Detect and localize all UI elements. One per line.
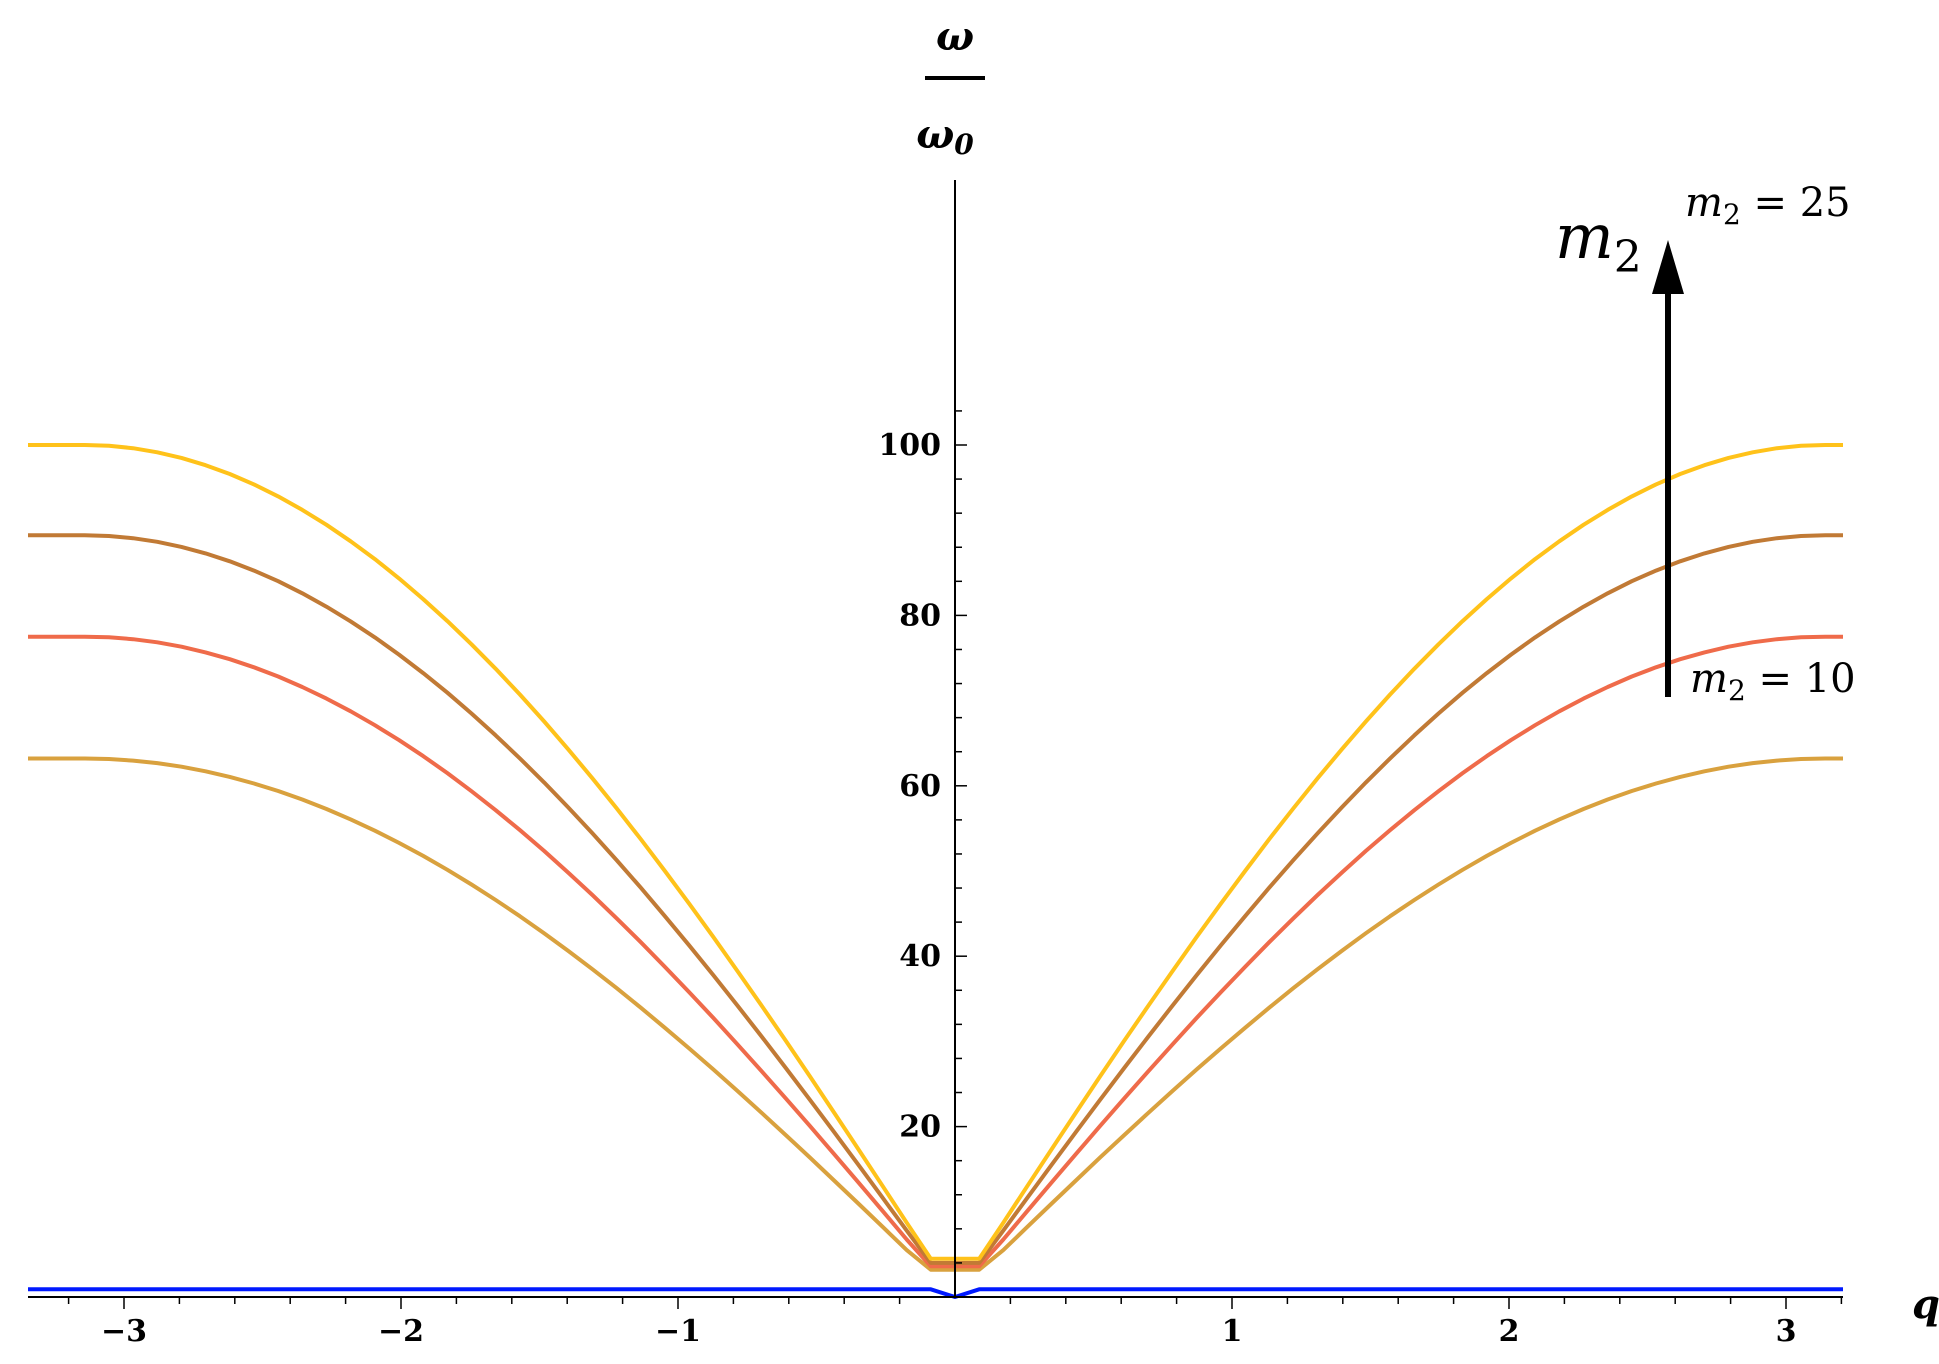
arrow-head [1652, 240, 1684, 294]
x-tick-label: 2 [1499, 1314, 1520, 1349]
x-axis-label: q [1912, 1281, 1939, 1328]
x-tick-label: −3 [101, 1314, 147, 1349]
increasing-m2-arrow: m2 [1555, 200, 1684, 697]
y-tick-label: 40 [899, 939, 941, 974]
ticks: −3 −2 −1 1 2 3 20 40 60 80 100 [67, 410, 1843, 1349]
x-tick-label: −1 [655, 1314, 701, 1349]
y-tick-label: 60 [899, 769, 941, 804]
annotation-m2-25-label: m2 = 25 [1685, 180, 1851, 231]
y-axis-label-numerator: ω [936, 13, 974, 60]
y-tick-label: 80 [899, 598, 941, 633]
x-tick-label: 3 [1776, 1314, 1797, 1349]
x-tick-label: −2 [378, 1314, 424, 1349]
y-tick-label: 20 [899, 1110, 941, 1145]
series-line-1 [28, 756, 1843, 1272]
series-line-5 [28, 1287, 1843, 1299]
series-group [28, 443, 1843, 1299]
y-axis-label-denominator: ω0 [916, 111, 974, 161]
x-tick-label: 1 [1222, 1314, 1243, 1349]
axes [28, 180, 1843, 1298]
y-axis-label: ω ω0 [916, 13, 985, 161]
annotation-m2-10: m2 = 10 [1690, 656, 1856, 707]
arrow-m2-label: m2 [1555, 200, 1642, 283]
annotation-m2-25: m2 = 25 [1685, 180, 1851, 231]
series-line-3 [28, 533, 1843, 1265]
y-tick-label: 100 [878, 428, 941, 463]
annotation-m2-10-label: m2 = 10 [1690, 656, 1856, 707]
